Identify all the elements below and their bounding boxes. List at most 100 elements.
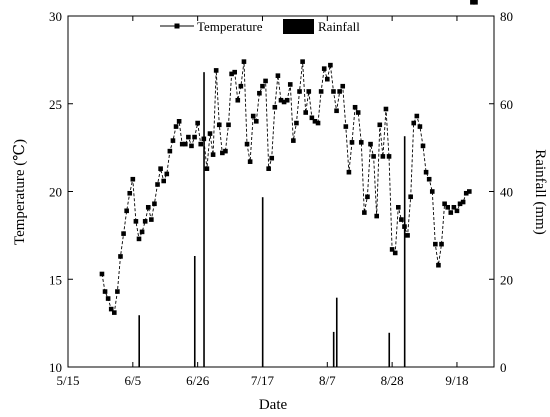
temperature-point [118, 254, 123, 259]
temperature-point [124, 208, 129, 214]
temperature-point [145, 204, 151, 210]
temperature-point [121, 231, 126, 236]
temperature-point [210, 152, 216, 157]
temperature-point [284, 97, 290, 103]
temperature-point [423, 169, 429, 175]
legend-rainfall-swatch [283, 19, 314, 34]
x-tick-label: 8/7 [319, 373, 336, 388]
temperature-point [399, 217, 404, 222]
temperature-point [303, 110, 308, 115]
y-left-tick-label: 10 [49, 360, 62, 375]
temperature-point [457, 201, 463, 207]
temperature-point [343, 124, 349, 129]
y-right-tick-label: 20 [500, 272, 513, 287]
temperature-point [173, 124, 179, 129]
temperature-point [383, 106, 389, 112]
temperature-point [380, 154, 386, 159]
temperature-point [420, 143, 426, 149]
temperature-point [183, 141, 188, 147]
x-tick-label: 6/26 [186, 373, 210, 388]
temperature-point [213, 68, 219, 73]
temperature-point [189, 143, 194, 149]
temperature-point [170, 138, 176, 143]
rainfall-bar [261, 197, 264, 367]
temperature-point [179, 141, 185, 147]
temperature-point [334, 108, 339, 114]
rainfall-bar [138, 315, 140, 367]
rainfall-bar [403, 136, 406, 367]
temperature-point [105, 296, 111, 301]
temperature-series [99, 0, 478, 315]
axis-ticks: 5/15 6/5 6/26 7/17 8/7 8/28 9/18 10 15 20 25 30 0 20 4… [49, 9, 513, 388]
temperature-point [201, 136, 207, 142]
temperature-point [281, 99, 287, 105]
temperature-point [331, 89, 336, 94]
temperature-point [167, 148, 173, 154]
temperature-point [186, 134, 191, 140]
temperature-point [266, 166, 271, 171]
temperature-point [429, 189, 435, 194]
temperature-point [417, 124, 423, 129]
temperature-point [164, 171, 170, 177]
legend-temperature-label: Temperature [197, 19, 263, 34]
temperature-point [176, 119, 182, 124]
temperature-point [198, 141, 204, 147]
temperature-point [306, 89, 312, 94]
temperature-point [247, 159, 253, 164]
temperature-point [130, 176, 136, 182]
temperature-point [232, 69, 237, 75]
temperature-point [127, 190, 133, 196]
temperature-point [315, 120, 321, 126]
temperature-point [337, 89, 342, 94]
temperature-point [358, 140, 364, 145]
temperature-point [223, 148, 228, 154]
temperature-point [436, 262, 441, 268]
y-right-tick-label: 0 [500, 360, 507, 375]
legend-temperature-marker [174, 23, 180, 29]
temperature-point [241, 59, 247, 64]
y-right-tick-label: 80 [500, 9, 513, 24]
temperature-point [386, 154, 392, 159]
temperature-point [260, 83, 265, 89]
temperature-point [220, 150, 225, 156]
temperature-point [235, 97, 241, 103]
rainfall-bars [138, 72, 406, 367]
temperature-point [291, 138, 296, 143]
temperature-point [362, 210, 367, 215]
temperature-point [473, 0, 478, 5]
temperature-point [195, 120, 200, 126]
rainfall-bar [193, 255, 196, 367]
temperature-point [108, 306, 114, 312]
temperature-point [463, 190, 469, 196]
temperature-point [389, 247, 395, 252]
temperature-point [365, 194, 370, 200]
temperature-point [470, 0, 475, 5]
temperature-point [269, 155, 275, 161]
temperature-point [328, 62, 333, 68]
rainfall-bar [335, 297, 338, 367]
temperature-point [355, 110, 361, 115]
x-tick-label: 6/5 [125, 373, 142, 388]
temperature-point [374, 213, 379, 219]
temperature-point [467, 189, 472, 194]
y-left-tick-label: 30 [49, 9, 62, 24]
temperature-point [275, 73, 281, 78]
y-right-tick-label: 40 [500, 185, 513, 200]
rainfall-bar [332, 331, 335, 367]
temperature-point [149, 217, 154, 222]
y-left-tick-label: 20 [49, 185, 62, 200]
temperature-point [192, 134, 197, 140]
temperature-point [392, 250, 398, 256]
temperature-point [226, 122, 231, 128]
legend-rainfall-label: Rainfall [318, 19, 360, 34]
temperature-point [408, 194, 413, 200]
temperature-point [155, 182, 160, 187]
temperature-point [216, 122, 222, 128]
temperature-point [136, 236, 142, 242]
y-right-tick-label: 60 [500, 97, 513, 112]
temperature-point [371, 154, 376, 159]
rainfall-bar [388, 332, 391, 367]
temperature-point [287, 82, 293, 87]
temperature-point [439, 241, 444, 247]
